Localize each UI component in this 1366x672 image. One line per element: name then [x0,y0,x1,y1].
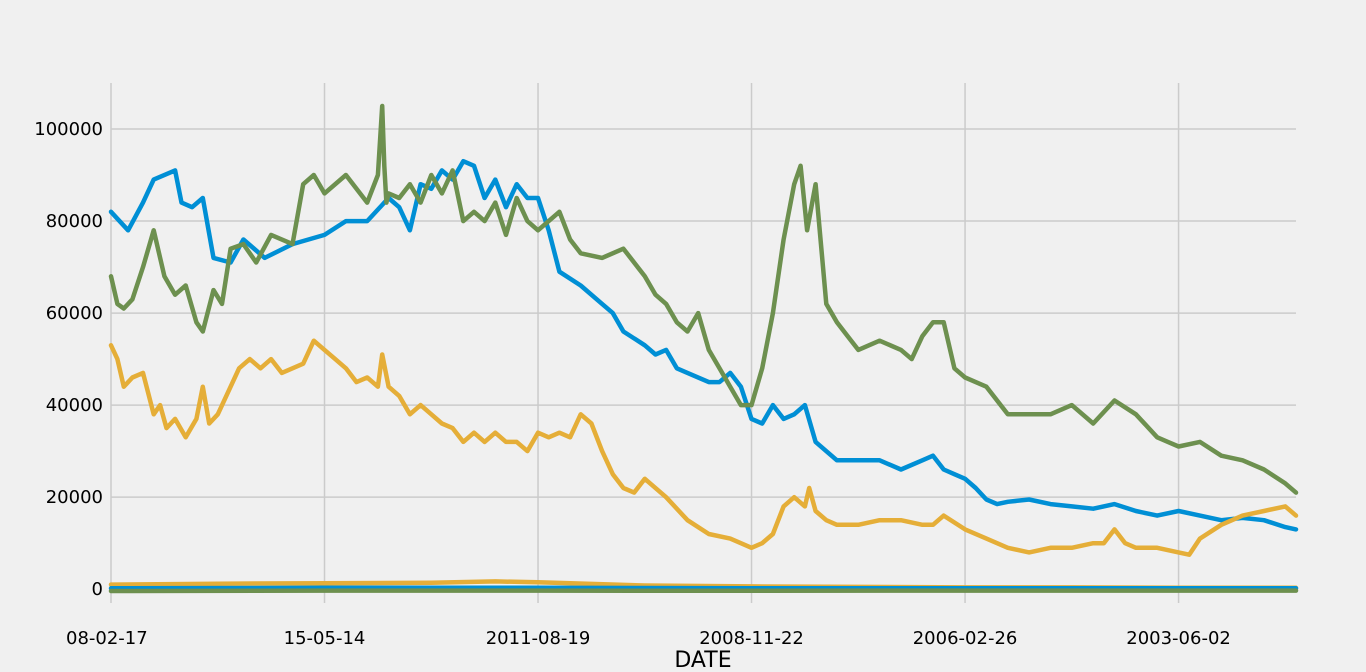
y-tick-label: 100000 [34,119,103,140]
y-tick-label: 0 [92,579,103,600]
y-tick-label: 80000 [46,211,103,232]
y-tick-label: 40000 [46,395,103,416]
series-line-2 [108,103,1299,495]
x-tick-label: 08-02-17 [66,628,148,649]
y-tick-label: 60000 [46,303,103,324]
series-line-1 [108,158,1299,532]
x-tick-label: 2011-08-19 [486,628,591,649]
x-tick-label: 2003-06-02 [1126,628,1231,649]
x-axis-ticks: 08-02-17 15-05-14 2011-08-19 2008-11-22 2006… [66,628,1231,649]
series-line-3 [108,338,1299,557]
series-group [108,103,1299,594]
x-tick-label: 2008-11-22 [699,628,804,649]
x-tick-label: 15-05-14 [284,628,366,649]
y-tick-label: 20000 [46,487,103,508]
x-tick-label: 2006-02-26 [913,628,1018,649]
series-line-5 [108,585,1299,591]
grid [110,83,1296,603]
y-axis-ticks: 0 20000 40000 60000 80000 100000 [34,119,103,600]
x-axis-label: DATE [674,648,731,672]
